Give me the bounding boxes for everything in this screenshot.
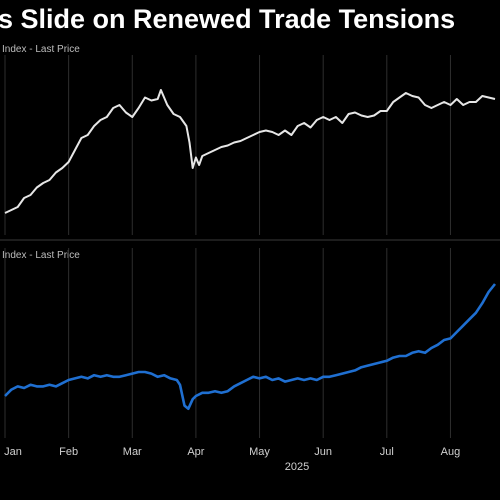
x-tick-label: Jan bbox=[4, 446, 22, 458]
chart-title: s Slide on Renewed Trade Tensions bbox=[0, 4, 455, 34]
x-tick-label: May bbox=[249, 446, 270, 458]
x-axis-year-label: 2025 bbox=[285, 461, 309, 473]
bottom-series-line bbox=[4, 283, 497, 411]
top-panel-series bbox=[4, 89, 496, 214]
x-tick-label: Apr bbox=[187, 446, 204, 458]
bottom-panel-series bbox=[4, 283, 497, 411]
x-tick-label: Aug bbox=[441, 446, 461, 458]
x-tick-label: Jun bbox=[314, 446, 332, 458]
top-panel-gridlines bbox=[4, 55, 451, 235]
top-series-line bbox=[4, 89, 496, 214]
x-tick-label: Mar bbox=[123, 446, 142, 458]
bottom-panel: Index - Last Price bbox=[2, 248, 497, 438]
bottom-panel-label: Index - Last Price bbox=[2, 250, 80, 261]
x-tick-label: Jul bbox=[380, 446, 394, 458]
top-panel-label: Index - Last Price bbox=[2, 44, 80, 55]
x-axis-tick-labels: Jan Feb Mar Apr May Jun Jul Aug bbox=[4, 446, 460, 458]
bottom-panel-gridlines bbox=[4, 248, 451, 438]
x-tick-label: Feb bbox=[59, 446, 78, 458]
top-panel: Index - Last Price bbox=[2, 44, 496, 235]
